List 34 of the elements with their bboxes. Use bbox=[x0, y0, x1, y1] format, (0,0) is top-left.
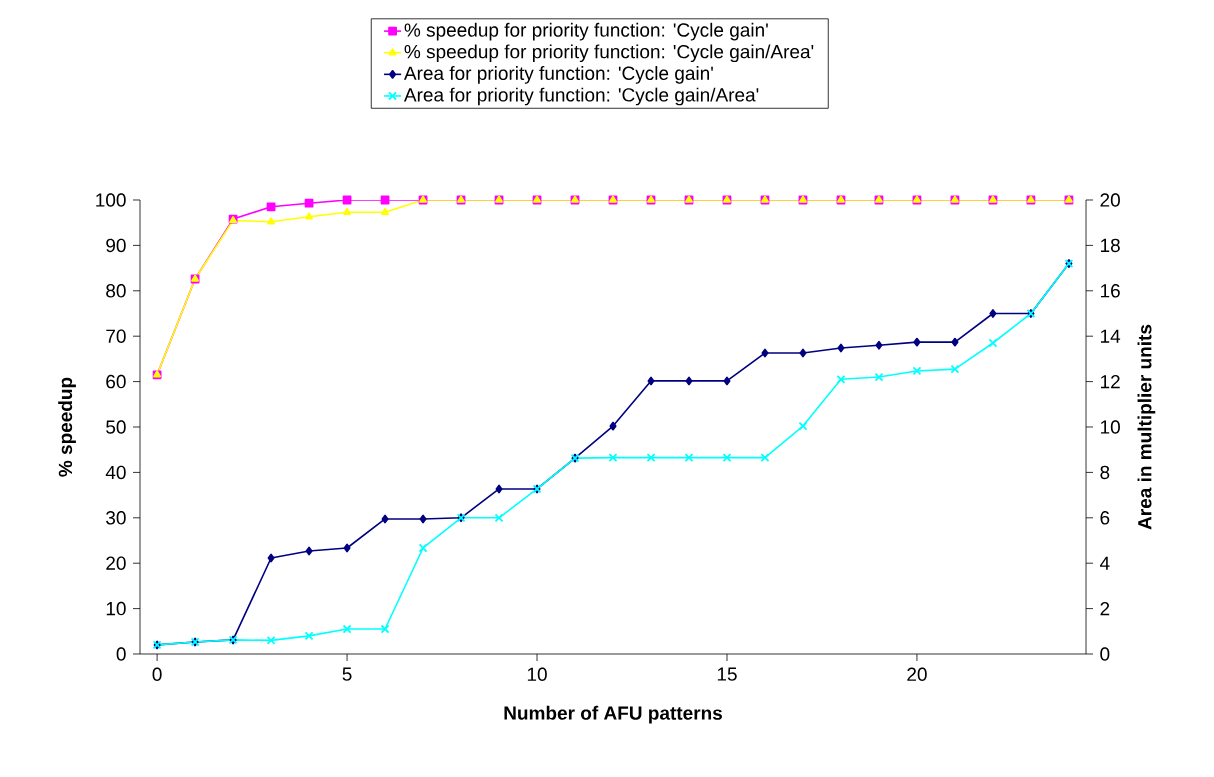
y-tick-label: 80 bbox=[106, 284, 126, 298]
y2-tick-label: 20 bbox=[1100, 193, 1120, 207]
y2-tick-label: 10 bbox=[1101, 420, 1120, 434]
y-tick-label: 70 bbox=[106, 329, 126, 343]
legend-label: % speedup for priority function: 'Cycle gain/Area' bbox=[404, 44, 814, 63]
x-tick-label: 5 bbox=[342, 667, 352, 681]
legend-label: Area for priority function: 'Cycle gain/Area' bbox=[403, 87, 759, 106]
y-tick-label: 10 bbox=[106, 601, 126, 616]
legend-label: Area for priority function: 'Cycle gain' bbox=[403, 66, 713, 84]
y-tick-label: 100 bbox=[96, 193, 126, 207]
y2-tick-label: 6 bbox=[1100, 511, 1110, 525]
x-tick-label: 20 bbox=[907, 667, 927, 681]
y2-tick-label: 4 bbox=[1099, 556, 1110, 570]
y2-axis-title: Area in multiplier units bbox=[1137, 324, 1156, 530]
y-tick-label: 40 bbox=[105, 465, 126, 480]
y-tick-label: 60 bbox=[106, 374, 126, 389]
y2-tick-label: 16 bbox=[1101, 284, 1120, 298]
x-axis-title: Number of AFU patterns bbox=[504, 705, 722, 724]
x-tick-label: 0 bbox=[152, 667, 162, 681]
y2-tick-label: 12 bbox=[1101, 374, 1120, 389]
y-tick-label: 0 bbox=[116, 647, 126, 661]
y-tick-label: 90 bbox=[106, 238, 126, 253]
y2-tick-label: 0 bbox=[1100, 647, 1110, 661]
y-tick-label: 30 bbox=[106, 511, 126, 525]
y2-tick-label: 18 bbox=[1101, 238, 1120, 253]
y-tick-label: 50 bbox=[106, 420, 126, 434]
y2-tick-label: 8 bbox=[1100, 465, 1110, 480]
y2-tick-label: 14 bbox=[1101, 329, 1121, 343]
y2-tick-label: 2 bbox=[1100, 601, 1110, 616]
legend-label: % speedup for priority function: 'Cycle gain' bbox=[404, 22, 768, 41]
y-axis-title: % speedup bbox=[58, 377, 76, 477]
y-tick-label: 20 bbox=[106, 556, 126, 570]
x-tick-label: 10 bbox=[527, 667, 547, 681]
x-tick-label: 15 bbox=[717, 667, 737, 681]
